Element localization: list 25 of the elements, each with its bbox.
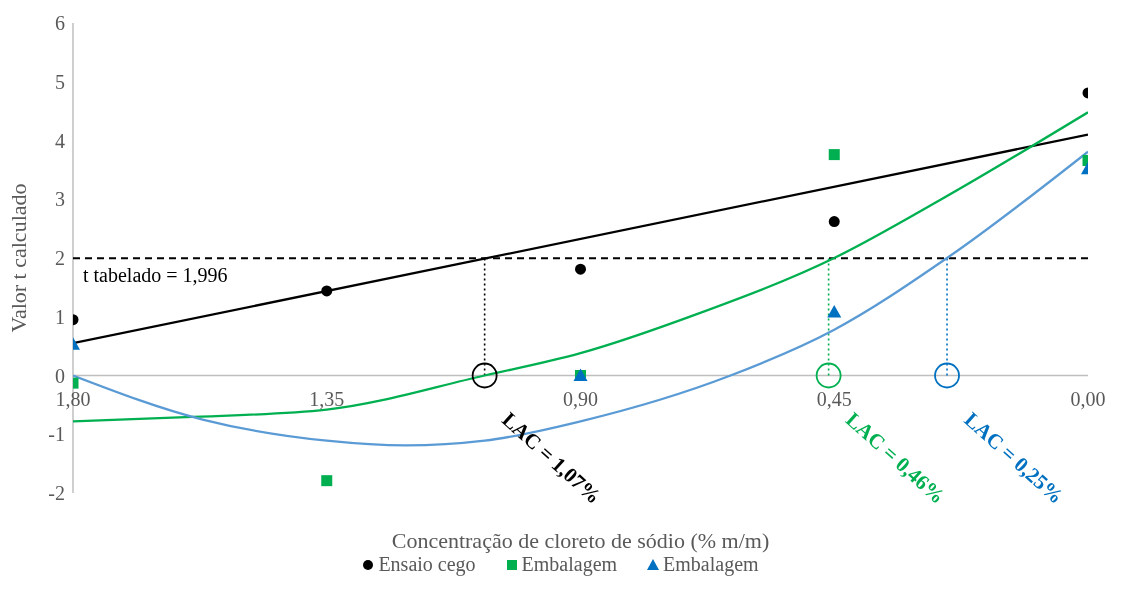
point [828,216,840,228]
legend-label: Embalagem [521,553,618,576]
x-tick-label: 1,80 [55,387,91,410]
y-tick-label: 5 [55,70,65,93]
y-tick-label: -1 [48,423,65,446]
x-tick-label: 1,35 [309,387,345,410]
y-axis-title: Valor t calculado [5,183,31,333]
point [321,285,333,297]
y-tick-label: 4 [55,129,65,152]
legend-label: Ensaio cego [378,553,476,576]
y-tick-label: 0 [55,364,65,387]
y-tick-label: 6 [55,12,65,35]
x-axis-title: Concentração de cloreto de sódio (% m/m) [391,528,770,553]
x-tick-label: 0,90 [563,387,598,410]
x-tick-label: 0,45 [816,387,852,410]
point [828,149,840,161]
y-tick-label: -2 [48,482,65,505]
y-tick-label: 3 [55,188,65,211]
ref-line-label: t tabelado = 1,996 [83,264,228,287]
y-tick-label: 2 [55,247,65,270]
point [321,475,333,487]
legend-label: Embalagem [663,553,759,576]
x-tick-label: 0,00 [1070,387,1106,410]
y-tick-label: 1 [55,305,65,328]
point [575,263,586,275]
